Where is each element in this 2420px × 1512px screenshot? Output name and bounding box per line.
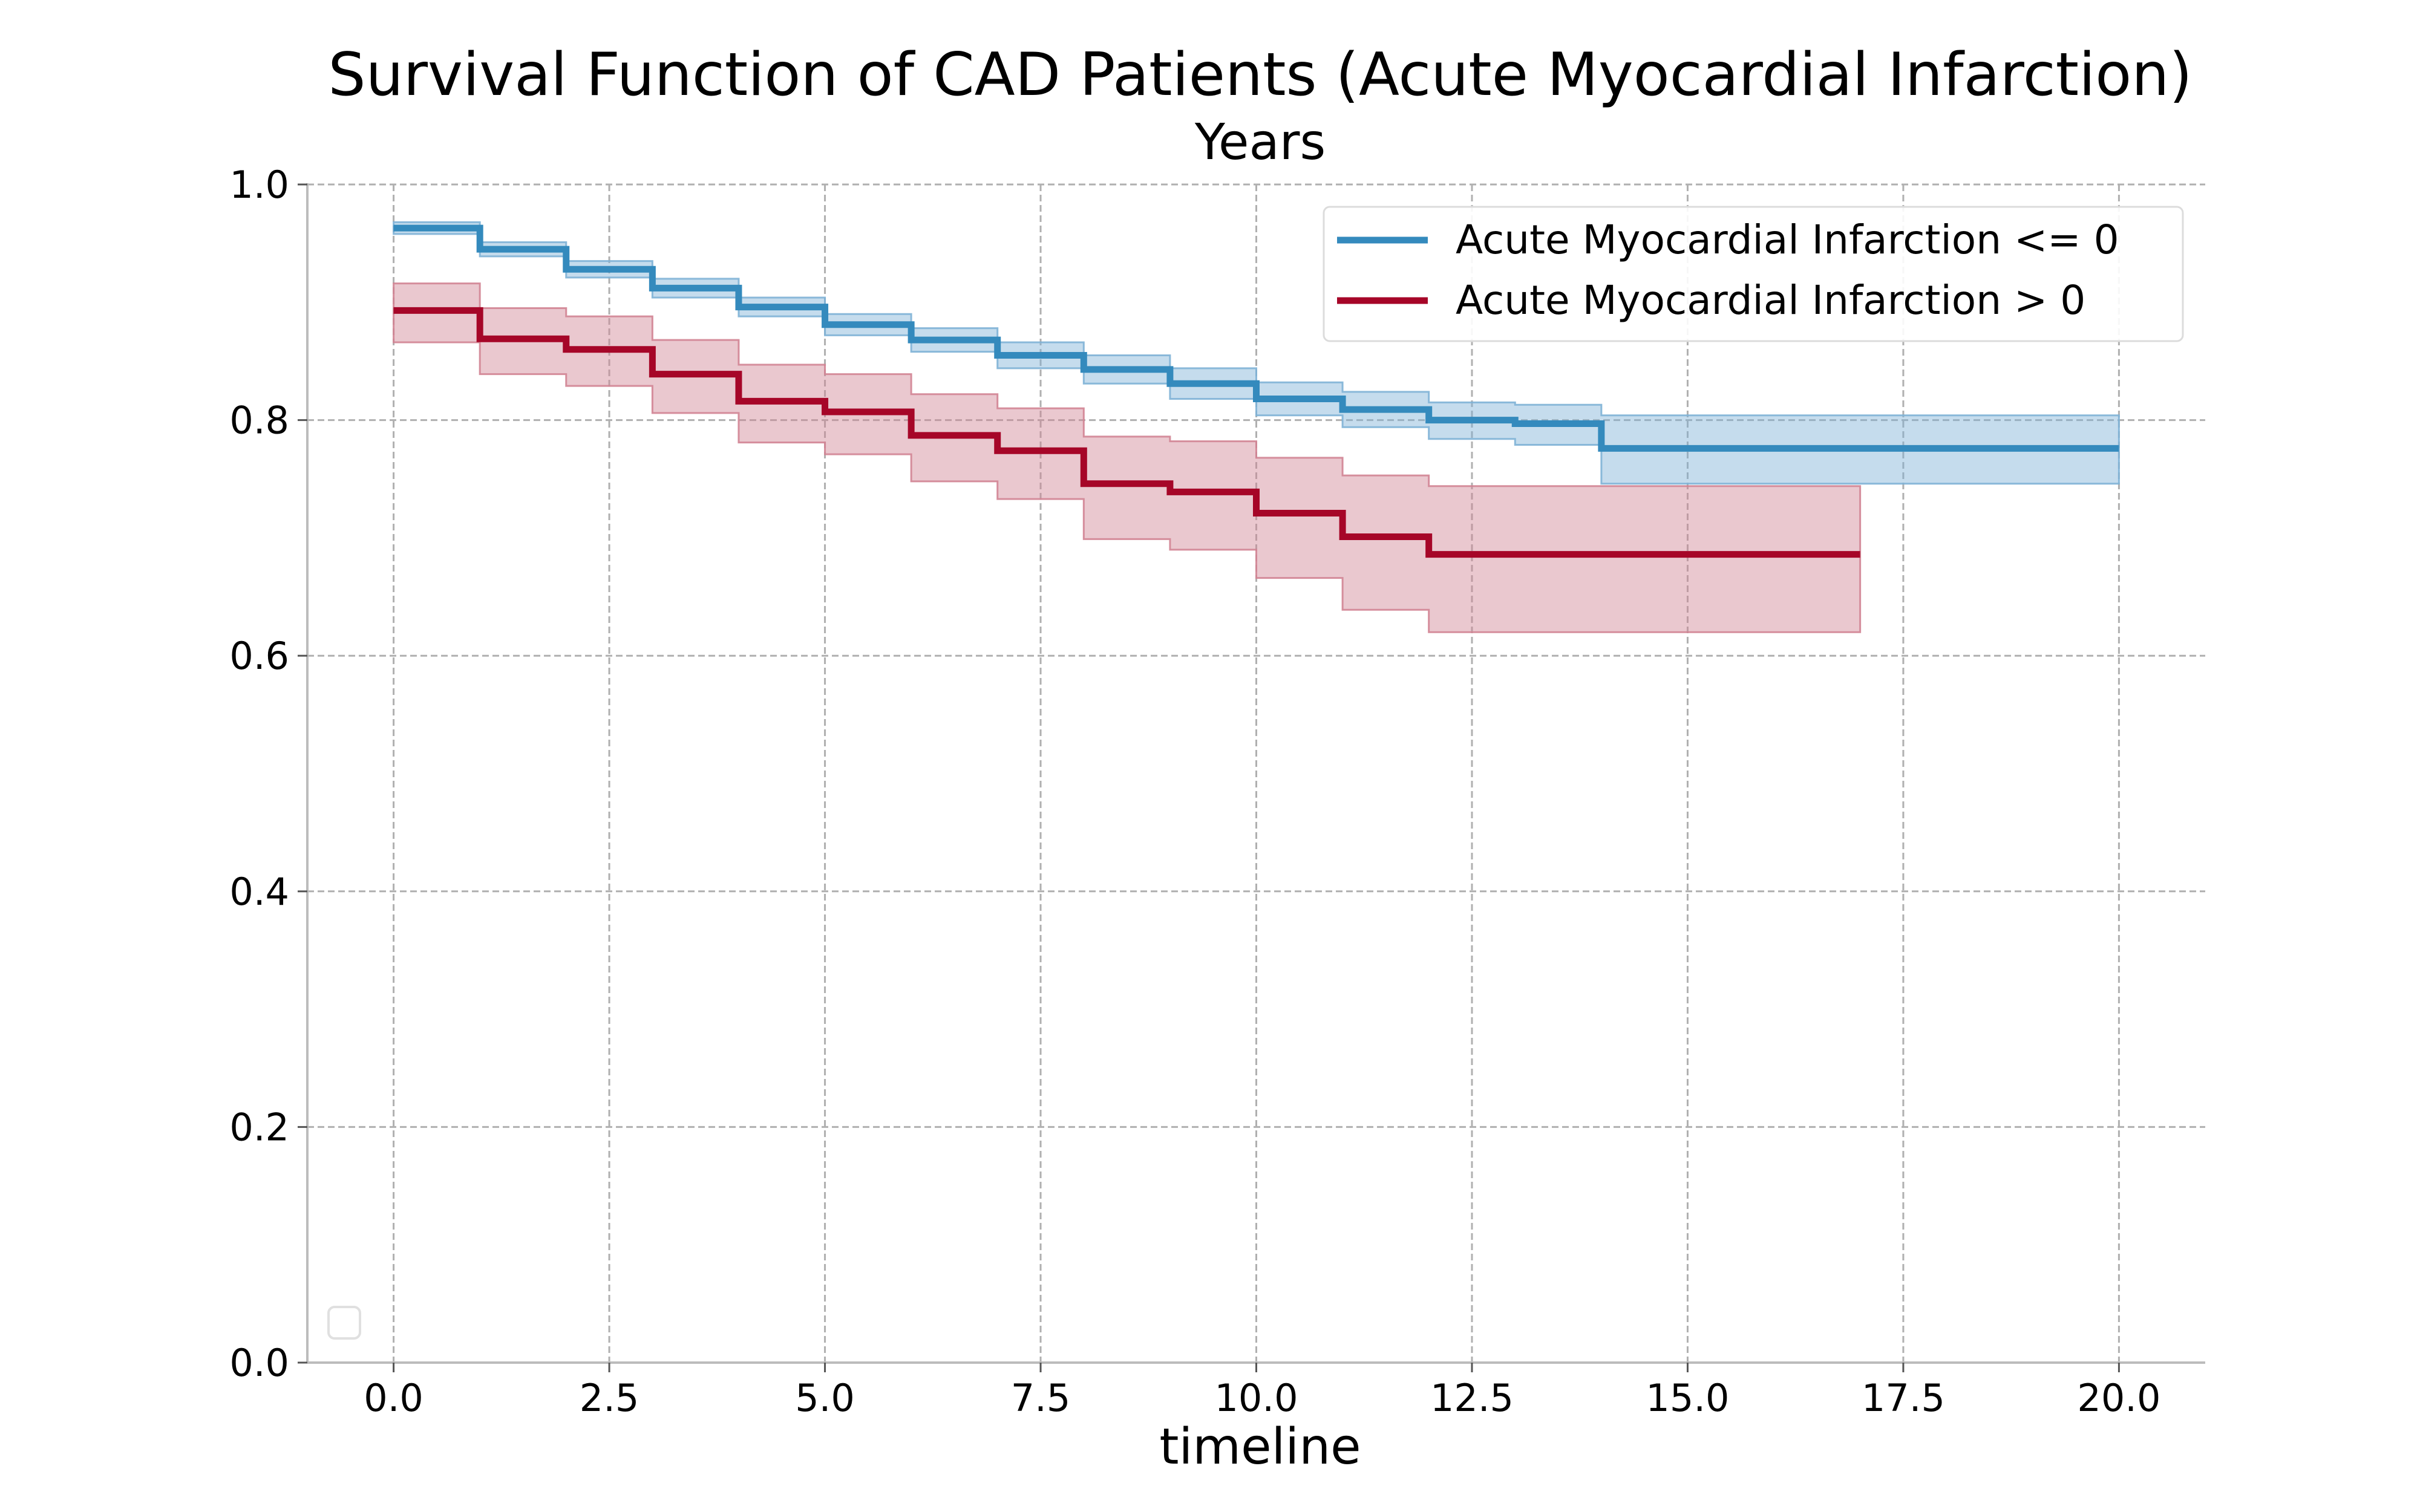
legend-label: Acute Myocardial Infarction <= 0 (1456, 217, 2119, 263)
y-tick-label: 0.4 (229, 870, 289, 914)
legend-box (1323, 206, 2184, 342)
grid (307, 183, 2205, 1364)
chart-title: Survival Function of CAD Patients (Acute… (328, 41, 2192, 109)
survival-lines (393, 224, 2119, 558)
y-tick-label: 0.8 (229, 399, 289, 443)
legend-label: Acute Myocardial Infarction > 0 (1456, 277, 2085, 324)
x-tick-label: 10.0 (1214, 1376, 1298, 1420)
series-ami-gt-0-line (393, 307, 1860, 558)
series-ami-gt-0-confidence-band (393, 282, 1862, 633)
x-tick-label: 20.0 (2077, 1376, 2160, 1420)
y-tick-label: 1.0 (229, 163, 289, 207)
x-axis-label: timeline (1159, 1418, 1361, 1476)
x-tick-label: 12.5 (1430, 1376, 1514, 1420)
x-tick-label: 5.0 (795, 1376, 855, 1420)
y-tick-label: 0.6 (229, 634, 289, 678)
series-ami-le-0-line (393, 224, 2119, 452)
x-tick-label: 0.0 (364, 1376, 424, 1420)
x-tick-label: 17.5 (1862, 1376, 1945, 1420)
x-tick-label: 7.5 (1011, 1376, 1071, 1420)
empty-legend-box (327, 1306, 361, 1340)
x-tick-label: 2.5 (580, 1376, 639, 1420)
y-tick-label: 0.2 (229, 1105, 289, 1149)
y-tick-label: 0.0 (229, 1341, 289, 1385)
ticks: 0.0 2.5 5.0 7.5 10.0 12.5 15.0 17.5 20.0 0.0 0.2 0.… (229, 163, 2160, 1420)
x-tick-label: 15.0 (1646, 1376, 1729, 1420)
legend: Acute Myocardial Infarction <= 0 Acute My… (1323, 206, 2184, 342)
chart-subtitle: Years (1194, 114, 1326, 171)
